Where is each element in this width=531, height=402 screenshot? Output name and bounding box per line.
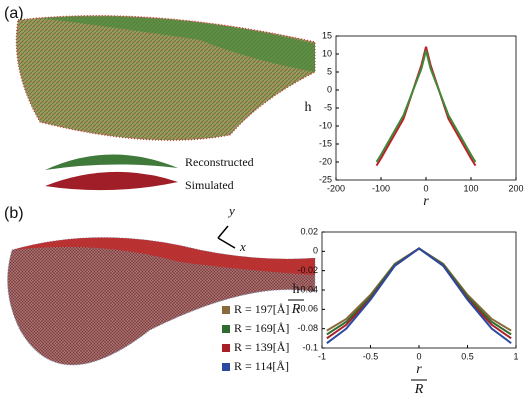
y-axis-label: h bbox=[305, 100, 312, 115]
legend-swatch bbox=[222, 325, 230, 333]
x-axis-label: r bbox=[423, 194, 429, 209]
y-tick-label: -0.08 bbox=[297, 323, 318, 333]
x-axis-label: r bbox=[416, 362, 422, 377]
series-line bbox=[375, 50, 477, 163]
image-label: y bbox=[227, 203, 235, 218]
x-axis-label: R bbox=[414, 382, 424, 397]
y-tick-label: -0.06 bbox=[297, 304, 318, 314]
y-tick-label: -20 bbox=[319, 156, 332, 166]
x-tick-label: -200 bbox=[327, 183, 345, 193]
image-label: Reconstructed bbox=[185, 155, 254, 169]
surface-image bbox=[12, 237, 315, 275]
x-tick-label: 100 bbox=[463, 183, 478, 193]
surface-image bbox=[7, 237, 316, 366]
y-tick-label: -0.04 bbox=[297, 284, 318, 294]
y-tick-label: 15 bbox=[322, 30, 332, 40]
y-tick-label: -0.1 bbox=[302, 342, 318, 352]
x-tick-label: 0.5 bbox=[461, 351, 474, 361]
y-tick-label: -5 bbox=[324, 102, 332, 112]
legend-swatch bbox=[222, 363, 230, 371]
y-tick-label: 5 bbox=[327, 66, 332, 76]
x-tick-label: 1 bbox=[513, 351, 518, 361]
legend-label: R = 114[Å] bbox=[234, 359, 289, 373]
legend-label: R = 197[Å] bbox=[234, 302, 289, 316]
plot-frame bbox=[335, 35, 517, 181]
y-tick-label: -15 bbox=[319, 138, 332, 148]
image-label: Simulated bbox=[185, 178, 234, 192]
axes-icon bbox=[217, 225, 236, 249]
series-line bbox=[326, 247, 512, 340]
y-axis-label: R bbox=[291, 302, 301, 317]
image-label: x bbox=[239, 239, 246, 254]
x-tick-label: 0 bbox=[423, 183, 428, 193]
y-tick-label: 0.02 bbox=[300, 226, 318, 236]
legend-swatch bbox=[222, 306, 230, 314]
panel-label: (b) bbox=[4, 205, 24, 222]
x-tick-label: -100 bbox=[372, 183, 390, 193]
y-tick-label: 0 bbox=[327, 84, 332, 94]
series-line bbox=[326, 247, 512, 344]
legend-label: R = 139[Å] bbox=[234, 340, 289, 354]
x-tick-label: -1 bbox=[318, 351, 326, 361]
y-axis-label: h bbox=[293, 282, 300, 297]
surface-image bbox=[45, 154, 178, 170]
x-tick-label: 0 bbox=[416, 351, 421, 361]
x-tick-label: -0.5 bbox=[363, 351, 379, 361]
panel-label: (a) bbox=[4, 5, 24, 22]
surface-image bbox=[40, 16, 315, 73]
legend-label: R = 169[Å] bbox=[234, 321, 289, 335]
surface-image bbox=[45, 171, 178, 191]
series-line bbox=[326, 247, 512, 336]
legend-swatch bbox=[222, 344, 230, 352]
y-tick-label: -0.02 bbox=[297, 265, 318, 275]
y-tick-label: 0 bbox=[313, 246, 318, 256]
y-tick-label: 10 bbox=[322, 48, 332, 58]
x-tick-label: 200 bbox=[508, 183, 523, 193]
y-tick-label: -10 bbox=[319, 120, 332, 130]
series-line bbox=[375, 46, 477, 167]
y-tick-label: -25 bbox=[319, 174, 332, 184]
